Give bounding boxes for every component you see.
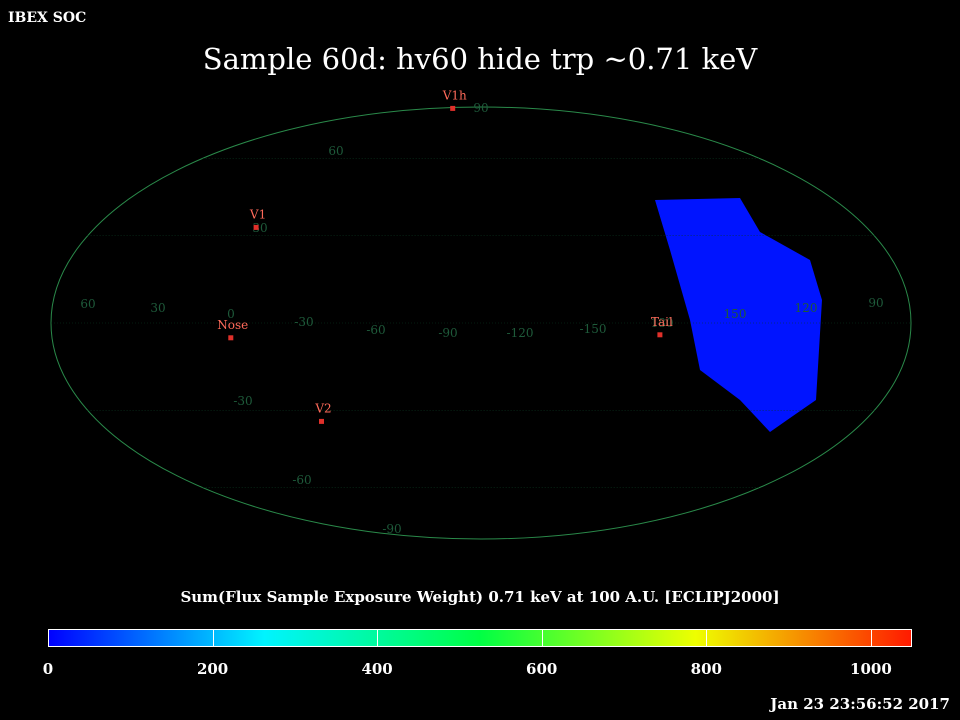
longitude-label: -120 — [507, 326, 534, 340]
latitude-label: 90 — [473, 101, 488, 115]
colorbar-tick — [870, 629, 872, 647]
colorbar-tick-label: 400 — [361, 660, 393, 678]
latitude-label: 60 — [328, 144, 343, 158]
longitude-label: 120 — [795, 301, 818, 315]
longitude-label: 30 — [150, 301, 165, 315]
longitude-label: 0 — [227, 307, 235, 321]
marker-label-v1h: V1h — [442, 88, 467, 102]
marker-label-tail: Tail — [651, 315, 673, 329]
colorbar-title: Sum(Flux Sample Exposure Weight) 0.71 ke… — [180, 588, 780, 606]
longitude-label: 150 — [724, 307, 747, 321]
map-markers: V1 Nose V2 Tail V1h — [217, 88, 673, 424]
colorbar-tick — [706, 629, 708, 647]
longitude-label: -60 — [366, 323, 385, 337]
marker-label-nose: Nose — [217, 318, 248, 332]
marker-v2[interactable] — [319, 418, 324, 424]
sky-map[interactable]: 60 30 0 -30 -60 -90 -120 -150 180 150 120 90 60 30 -30… — [0, 0, 960, 580]
marker-v1[interactable] — [253, 224, 259, 230]
low-flux-region — [655, 198, 822, 432]
marker-v1h[interactable] — [450, 105, 456, 111]
colorbar-tick-label: 200 — [196, 660, 229, 678]
marker-tail[interactable] — [657, 332, 663, 338]
longitude-label: -90 — [438, 326, 457, 340]
colorbar-tick-label: 800 — [690, 660, 722, 678]
longitude-label: -30 — [294, 315, 313, 329]
latitude-label: -60 — [292, 473, 311, 487]
colorbar-tick — [541, 629, 543, 647]
corner-label: IBEX SOC — [8, 10, 87, 26]
map-title: Sample 60d: hv60 hide trp ~0.71 keV — [202, 42, 758, 76]
graticule — [51, 158, 911, 489]
colorbar — [48, 629, 912, 647]
colorbar-tick — [377, 629, 379, 647]
marker-nose[interactable] — [228, 335, 234, 341]
latitude-label: -30 — [233, 394, 252, 408]
timestamp: Jan 23 23:56:52 2017 — [770, 695, 950, 713]
colorbar-tick-label: 1000 — [850, 660, 892, 678]
longitude-label: 60 — [80, 297, 95, 311]
grid-labels: 60 30 0 -30 -60 -90 -120 -150 180 150 120 90 60 30 -30… — [80, 101, 883, 536]
latitude-label: -90 — [382, 522, 401, 536]
longitude-label: 180 — [651, 316, 674, 330]
marker-label-v2: V2 — [314, 401, 331, 415]
longitude-label: 90 — [868, 296, 883, 310]
colorbar-tick — [212, 629, 214, 647]
colorbar-tick-label: 600 — [526, 660, 558, 678]
colorbar-tick-label: 0 — [42, 660, 54, 678]
longitude-label: -150 — [580, 322, 607, 336]
marker-label-v1: V1 — [249, 207, 266, 221]
flux-stripes — [655, 198, 822, 432]
latitude-label: 30 — [252, 221, 267, 235]
